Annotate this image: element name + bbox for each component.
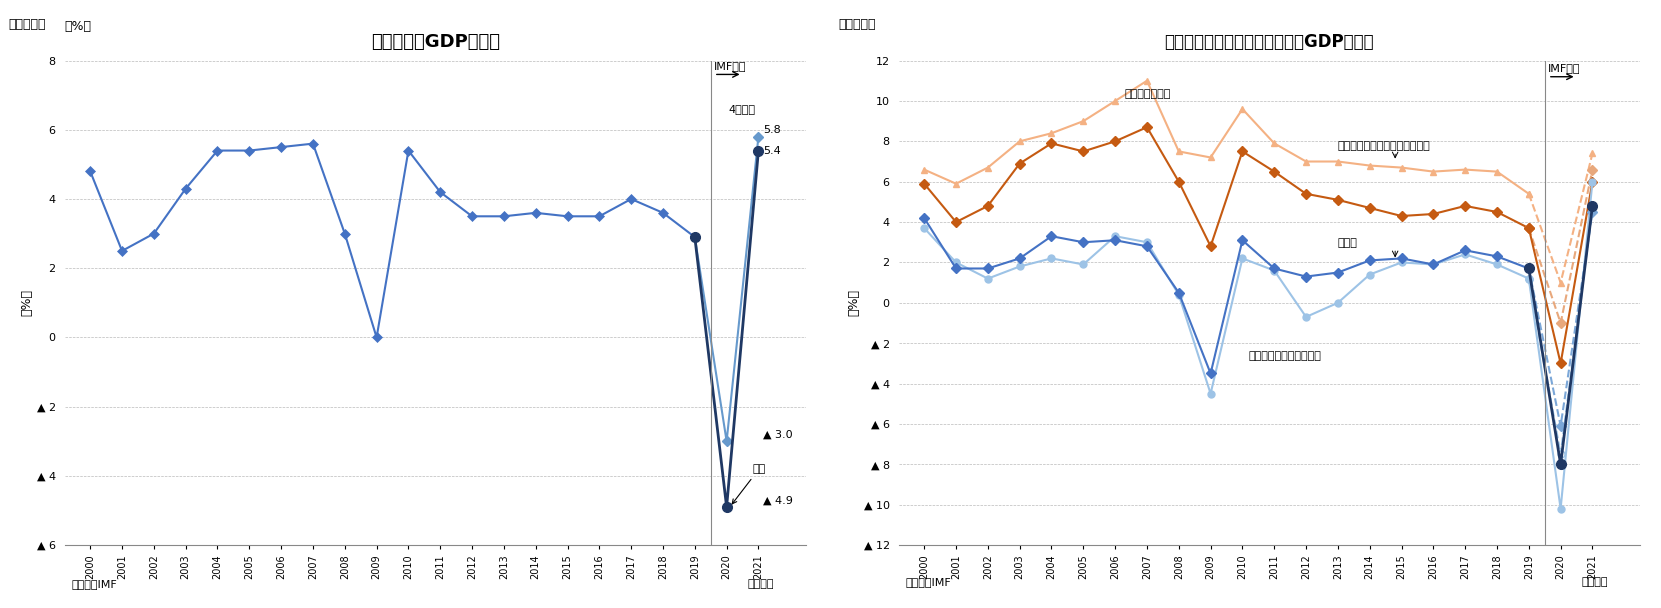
Text: 5.8: 5.8 — [762, 125, 781, 135]
Text: ▲ 3.0: ▲ 3.0 — [762, 430, 792, 440]
Text: 新興国・途上国: 新興国・途上国 — [1124, 89, 1171, 99]
Text: （図表２）: （図表２） — [839, 18, 877, 31]
Text: （年次）: （年次） — [1581, 578, 1608, 587]
Text: （資料）IMF: （資料）IMF — [71, 579, 116, 589]
Text: IMF予測: IMF予測 — [714, 61, 746, 71]
Text: 先進国: 先進国 — [1337, 238, 1357, 248]
Text: （図表１）: （図表１） — [8, 18, 47, 31]
Y-axis label: （%）: （%） — [22, 289, 33, 316]
Text: 今回: 今回 — [733, 465, 766, 504]
Text: 新興国・途上国（うちアジア）: 新興国・途上国（うちアジア） — [1337, 142, 1430, 151]
Text: IMF予測: IMF予測 — [1548, 63, 1580, 73]
Text: 4月時点: 4月時点 — [728, 105, 756, 114]
Title: 先進国と新興国・途上国の実質GDP伸び率: 先進国と新興国・途上国の実質GDP伸び率 — [1164, 33, 1374, 50]
Text: （%）: （%） — [65, 20, 91, 33]
Text: 5.4: 5.4 — [762, 146, 781, 156]
Text: （資料）IMF: （資料）IMF — [905, 578, 950, 587]
Title: 世界の実質GDP伸び率: 世界の実質GDP伸び率 — [370, 33, 500, 50]
Text: 先進国（うちユーロ圏）: 先進国（うちユーロ圏） — [1249, 351, 1322, 361]
Y-axis label: （%）: （%） — [847, 289, 860, 316]
Text: ▲ 4.9: ▲ 4.9 — [762, 496, 792, 505]
Text: （年次）: （年次） — [747, 579, 774, 589]
